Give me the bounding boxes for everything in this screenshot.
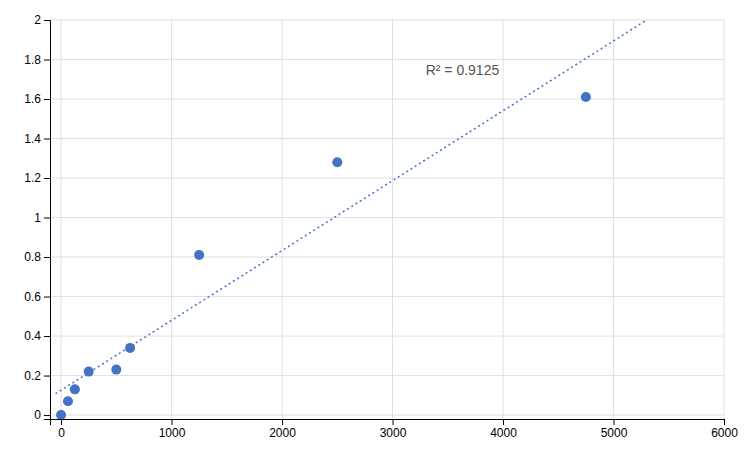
y-tick-mark xyxy=(44,297,50,298)
grid-line-y xyxy=(50,178,724,179)
y-tick: 0 xyxy=(34,408,50,422)
x-tick: 6000 xyxy=(711,419,738,440)
y-tick-mark xyxy=(44,257,50,258)
y-tick-mark xyxy=(44,60,50,61)
y-tick: 1.2 xyxy=(24,171,50,185)
x-tick: 1000 xyxy=(159,419,186,440)
grid-line-y xyxy=(50,217,724,218)
annotations: R² = 0.9125 xyxy=(426,62,500,78)
x-tick: 4000 xyxy=(490,419,517,440)
scatter-point xyxy=(56,410,66,419)
scatter-point xyxy=(581,92,591,102)
y-tick-label: 1.2 xyxy=(24,171,41,185)
y-tick: 2 xyxy=(34,13,50,27)
x-tick-mark xyxy=(172,419,173,425)
grid-line-y xyxy=(50,20,724,21)
grid-line-x xyxy=(392,20,393,419)
x-tick-mark xyxy=(61,419,62,425)
x-tick-label: 3000 xyxy=(380,426,407,440)
grid-line-x xyxy=(724,20,725,419)
grid-line-x xyxy=(503,20,504,419)
x-axis: 0 1000 2000 3000 4000 5000 6000 xyxy=(51,419,739,440)
x-tick: 5000 xyxy=(601,419,628,440)
y-tick: 1 xyxy=(34,211,50,225)
y-tick: 0.6 xyxy=(24,290,50,304)
plot: 0 1000 2000 3000 4000 5000 6000 0 0.2 0.4 0.6 0.8 1 1… xyxy=(24,13,738,439)
marks xyxy=(56,20,647,419)
grid xyxy=(50,20,724,419)
y-tick-label: 0.2 xyxy=(24,369,41,383)
scatter-point xyxy=(111,365,121,375)
x-tick-label: 4000 xyxy=(490,426,517,440)
scatter-point xyxy=(63,396,73,406)
grid-line-x xyxy=(282,20,283,419)
x-tick-mark xyxy=(393,419,394,425)
y-tick: 1.4 xyxy=(24,132,50,146)
chart: 0 1000 2000 3000 4000 5000 6000 0 0.2 0.4 0.6 0.8 1 1… xyxy=(0,0,752,451)
x-tick-label: 5000 xyxy=(601,426,628,440)
grid-line-y xyxy=(50,296,724,297)
x-tick-label: 0 xyxy=(58,426,65,440)
x-tick-mark xyxy=(503,419,504,425)
grid-line-y xyxy=(50,257,724,258)
scatter-point xyxy=(194,250,204,260)
y-tick-label: 1.6 xyxy=(24,92,41,106)
y-tick-mark xyxy=(44,415,50,416)
y-tick: 0.8 xyxy=(24,250,50,264)
grid-line-y xyxy=(50,336,724,337)
grid-line-x xyxy=(61,20,62,419)
scatter-point xyxy=(125,343,135,353)
grid-line-y xyxy=(50,138,724,139)
scatter-point xyxy=(332,157,342,167)
x-axis-line xyxy=(51,420,725,426)
y-tick-mark xyxy=(44,218,50,219)
y-tick: 1.6 xyxy=(24,92,50,106)
y-tick-mark xyxy=(44,178,50,179)
x-tick: 2000 xyxy=(269,419,296,440)
x-tick: 3000 xyxy=(380,419,407,440)
x-tick-label: 1000 xyxy=(159,426,186,440)
y-tick: 0.4 xyxy=(24,329,50,343)
y-tick-label: 0 xyxy=(34,408,41,422)
grid-line-y xyxy=(50,375,724,376)
y-tick-label: 1.8 xyxy=(24,53,41,67)
y-tick-mark xyxy=(44,139,50,140)
grid-line-y xyxy=(50,415,724,416)
y-tick-mark xyxy=(44,99,50,100)
trend-line xyxy=(56,20,647,394)
y-axis-line xyxy=(44,21,51,420)
y-tick-label: 1 xyxy=(34,211,41,225)
y-tick: 1.8 xyxy=(24,53,50,67)
y-tick-mark xyxy=(44,376,50,377)
y-tick-mark xyxy=(44,20,50,21)
x-tick-mark xyxy=(614,419,615,425)
scatter-point xyxy=(70,384,80,394)
grid-line-x xyxy=(171,20,172,419)
x-tick-mark xyxy=(724,419,725,425)
x-tick: 0 xyxy=(58,419,65,440)
y-tick-label: 0.8 xyxy=(24,250,41,264)
x-tick-mark xyxy=(282,419,283,425)
y-tick-label: 0.4 xyxy=(24,329,41,343)
grid-line-y xyxy=(50,59,724,60)
grid-line-x xyxy=(613,20,614,419)
y-axis: 0 0.2 0.4 0.6 0.8 1 1.2 1.4 1.6 1.8 2 xyxy=(24,13,50,422)
grid-line-y xyxy=(50,99,724,100)
y-tick-label: 0.6 xyxy=(24,290,41,304)
annotation: R² = 0.9125 xyxy=(426,62,500,78)
x-tick-label: 6000 xyxy=(711,426,738,440)
y-tick-label: 2 xyxy=(34,13,41,27)
y-tick: 0.2 xyxy=(24,369,50,383)
y-tick-mark xyxy=(44,336,50,337)
y-tick-label: 1.4 xyxy=(24,132,41,146)
x-tick-label: 2000 xyxy=(269,426,296,440)
